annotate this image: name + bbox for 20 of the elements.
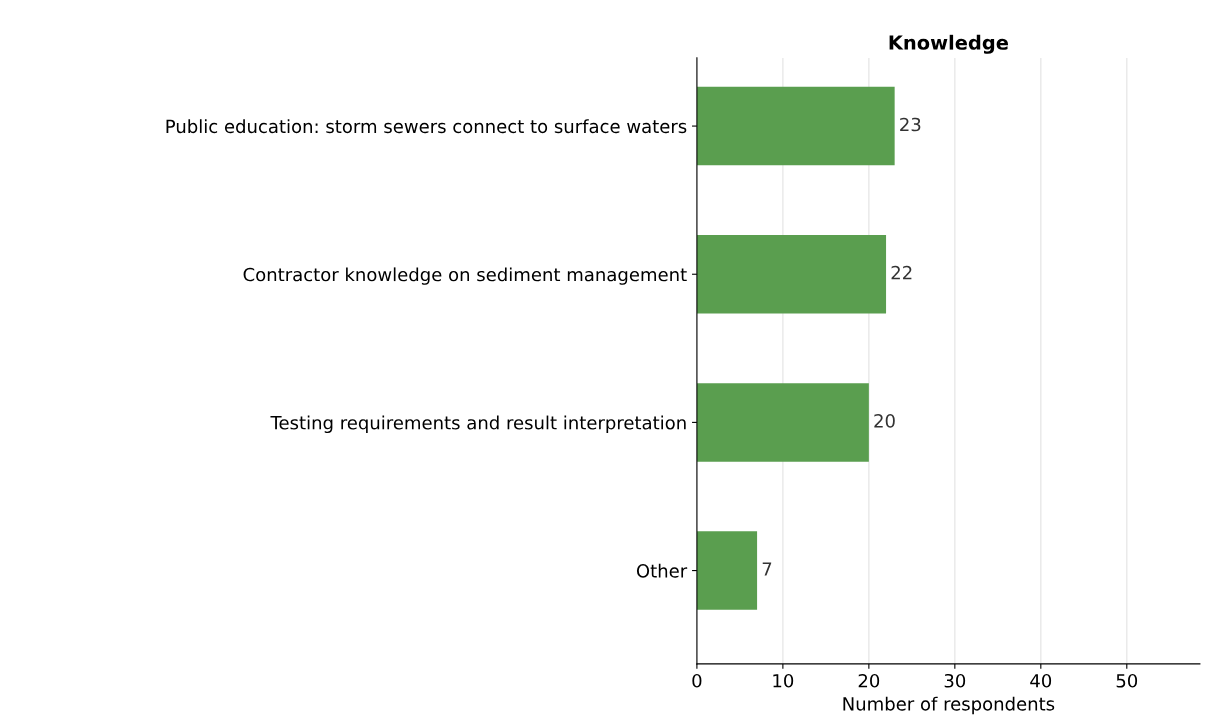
x-tick-label: 40 [1030, 673, 1052, 688]
data-label: 22 [891, 265, 912, 280]
y-tick-label: Other [636, 563, 688, 578]
bar [696, 86, 895, 166]
x-axis-title: Number of respondents [843, 696, 1055, 715]
y-tick-label: Public education: storm sewers connect to surface waters [166, 119, 687, 134]
x-tick-label: 10 [773, 673, 794, 688]
data-label: 7 [762, 562, 772, 576]
chart-title: Knowledge [889, 34, 1008, 54]
y-tick-label: Testing requirements and result interpretation [270, 415, 686, 434]
data-label: 20 [874, 413, 895, 428]
x-tick-label: 30 [944, 673, 966, 688]
bar [696, 531, 758, 610]
y-tick-label: Contractor knowledge on sediment management [243, 267, 687, 285]
bar [696, 234, 887, 314]
data-label: 23 [900, 117, 921, 132]
bar [696, 383, 869, 462]
x-tick-label: 50 [1116, 673, 1138, 688]
x-tick-label: 0 [692, 673, 702, 688]
x-tick-label: 20 [858, 673, 880, 688]
